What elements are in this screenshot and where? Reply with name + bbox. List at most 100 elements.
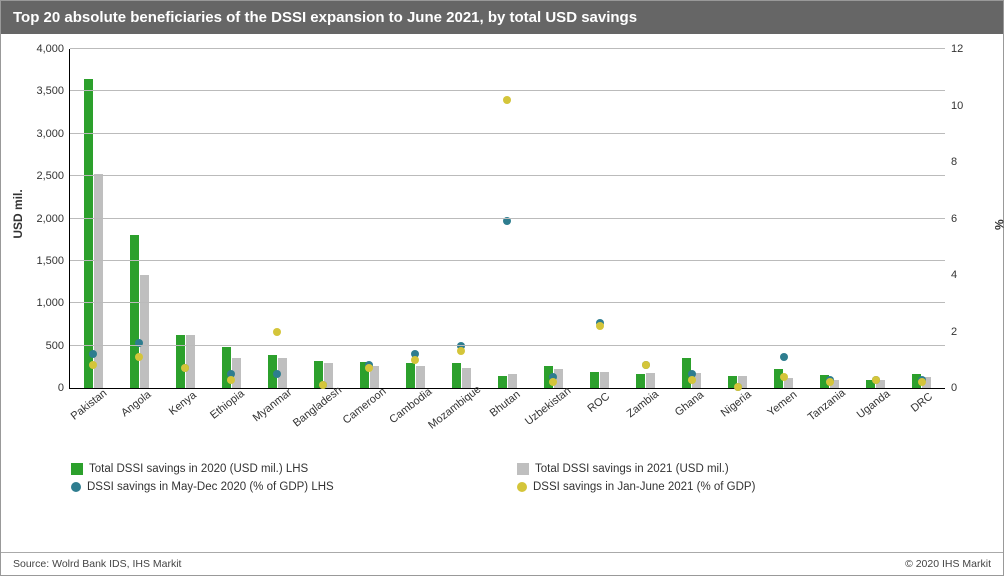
marker (780, 373, 788, 381)
legend-label: Total DSSI savings in 2020 (USD mil.) LH… (89, 463, 308, 475)
marker (503, 217, 511, 225)
x-label: DRC (899, 389, 945, 459)
bar-group (484, 49, 530, 388)
marker (918, 378, 926, 386)
y-axis-left-label: USD mil. (11, 189, 25, 238)
legend-dot-icon (71, 482, 81, 492)
gridline (70, 48, 945, 49)
x-label: Zambia (622, 389, 668, 459)
bar-group (162, 49, 208, 388)
legend-dot-icon (517, 482, 527, 492)
marker (273, 370, 281, 378)
bar-group (392, 49, 438, 388)
x-label: Yemen (761, 389, 807, 459)
legend-item: DSSI savings in May-Dec 2020 (% of GDP) … (71, 481, 487, 493)
ytick-right: 0 (945, 382, 957, 394)
bar-group (254, 49, 300, 388)
bar-group (853, 49, 899, 388)
x-label: Nigeria (715, 389, 761, 459)
bar (636, 374, 645, 388)
legend-item: Total DSSI savings in 2020 (USD mil.) LH… (71, 463, 487, 475)
legend-square-icon (71, 463, 83, 475)
chart-container: Top 20 absolute beneficiaries of the DSS… (0, 0, 1004, 576)
bar (452, 363, 461, 388)
x-label: Myanmar (253, 389, 299, 459)
x-label: Ethiopia (207, 389, 253, 459)
marker (826, 378, 834, 386)
bar-group (669, 49, 715, 388)
ytick-left: 3,500 (36, 85, 70, 97)
gridline (70, 90, 945, 91)
x-label: Angola (115, 389, 161, 459)
marker (135, 353, 143, 361)
marker (549, 378, 557, 386)
marker (411, 356, 419, 364)
bar-group (899, 49, 945, 388)
bar-group (807, 49, 853, 388)
x-label: ROC (576, 389, 622, 459)
bar (130, 235, 139, 388)
bar (84, 79, 93, 388)
marker (89, 350, 97, 358)
legend-label: DSSI savings in May-Dec 2020 (% of GDP) … (87, 481, 334, 493)
ytick-left: 1,000 (36, 297, 70, 309)
chart-area: USD mil. % 05001,0001,5002,0002,5003,000… (1, 34, 1003, 552)
bars-layer (70, 49, 945, 388)
x-label: Kenya (161, 389, 207, 459)
x-label: Tanzania (807, 389, 853, 459)
x-label: Uganda (853, 389, 899, 459)
x-axis-labels: PakistanAngolaKenyaEthiopiaMyanmarBangla… (69, 389, 945, 459)
ytick-left: 2,500 (36, 170, 70, 182)
copyright-text: © 2020 IHS Markit (905, 558, 991, 570)
ytick-right: 6 (945, 213, 957, 225)
marker (596, 322, 604, 330)
gridline (70, 260, 945, 261)
ytick-left: 4,000 (36, 43, 70, 55)
marker (365, 364, 373, 372)
bar-group (346, 49, 392, 388)
bar (140, 275, 149, 388)
bar-group (623, 49, 669, 388)
gridline (70, 175, 945, 176)
gridline (70, 218, 945, 219)
x-label: Pakistan (69, 389, 115, 459)
bar (590, 372, 599, 388)
bar-group (530, 49, 576, 388)
marker (319, 381, 327, 389)
bar (508, 374, 517, 388)
x-label: Ghana (668, 389, 714, 459)
x-label: Bangladesh (300, 389, 346, 459)
legend-label: Total DSSI savings in 2021 (USD mil.) (535, 463, 729, 475)
legend-item: Total DSSI savings in 2021 (USD mil.) (517, 463, 933, 475)
marker (181, 364, 189, 372)
footer: Source: Wolrd Bank IDS, IHS Markit © 202… (1, 552, 1003, 575)
ytick-right: 10 (945, 100, 963, 112)
plot: 05001,0001,5002,0002,5003,0003,5004,0000… (69, 49, 945, 389)
gridline (70, 133, 945, 134)
bar (462, 368, 471, 388)
ytick-right: 12 (945, 43, 963, 55)
ytick-right: 4 (945, 269, 957, 281)
bar-group (715, 49, 761, 388)
bar (600, 372, 609, 388)
ytick-left: 1,500 (36, 255, 70, 267)
bar-group (70, 49, 116, 388)
marker (872, 376, 880, 384)
marker (503, 96, 511, 104)
gridline (70, 302, 945, 303)
marker (227, 376, 235, 384)
marker (780, 353, 788, 361)
ytick-right: 8 (945, 156, 957, 168)
ytick-left: 2,000 (36, 213, 70, 225)
y-axis-right-label: % (993, 219, 1004, 230)
ytick-right: 2 (945, 326, 957, 338)
gridline (70, 345, 945, 346)
x-label: Bhutan (484, 389, 530, 459)
marker (89, 361, 97, 369)
legend: Total DSSI savings in 2020 (USD mil.) LH… (71, 463, 933, 493)
bar-group (438, 49, 484, 388)
x-label: Mozambique (438, 389, 484, 459)
bar (498, 376, 507, 388)
bar (186, 335, 195, 388)
marker (688, 376, 696, 384)
